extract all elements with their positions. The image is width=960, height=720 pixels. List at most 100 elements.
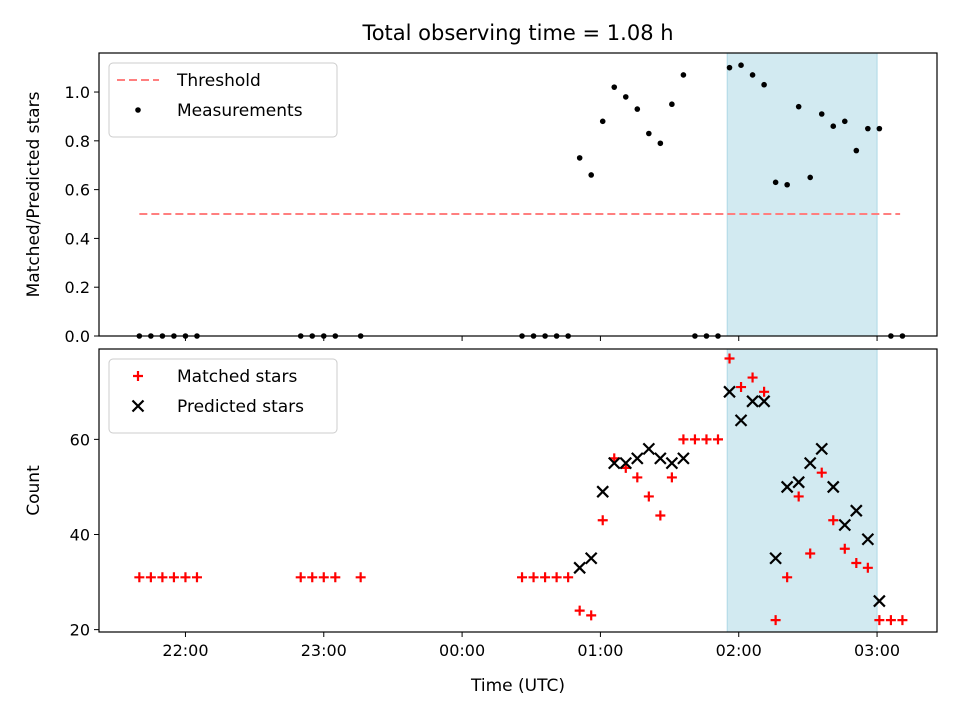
y-tick-label: 60 <box>70 430 90 449</box>
data-point <box>157 572 168 583</box>
data-point <box>792 475 805 489</box>
data-point <box>793 491 804 502</box>
data-point <box>677 452 690 465</box>
data-point <box>897 615 908 626</box>
data-point <box>573 561 586 575</box>
data-point <box>865 125 871 132</box>
data-point <box>632 472 643 483</box>
data-point <box>643 491 654 502</box>
y-axis-label: Count <box>24 465 44 516</box>
data-point <box>597 515 608 526</box>
data-point <box>746 395 759 408</box>
data-point <box>874 615 885 626</box>
data-point <box>596 485 609 498</box>
y-tick-label: 0.2 <box>65 278 90 297</box>
data-point <box>826 480 840 494</box>
data-point <box>815 442 829 456</box>
data-point <box>780 480 794 494</box>
data-point <box>749 72 756 78</box>
data-point <box>318 572 329 583</box>
x-tick-label: 02:00 <box>716 641 762 660</box>
data-point <box>517 572 528 583</box>
x-axis-label: Time (UTC) <box>470 676 565 696</box>
data-point <box>540 572 551 583</box>
legend-box <box>108 358 338 434</box>
top-panel: 0.0 0.2 0.4 0.6 0.8 1.0 Matched/Predicted star… <box>24 52 938 346</box>
data-point <box>862 562 873 573</box>
data-point <box>816 467 827 478</box>
data-point <box>772 179 779 186</box>
data-point <box>574 605 585 616</box>
x-tick-label: 01:00 <box>577 641 623 660</box>
data-point <box>576 155 583 161</box>
data-point <box>784 181 790 188</box>
y-tick-label: 0.4 <box>65 229 90 248</box>
data-point <box>678 434 689 445</box>
axes-frame <box>98 348 938 633</box>
bottom-panel: 20 40 60 22:00 23:00 00:00 01:00 02:00 03:00 Coun… <box>24 348 938 660</box>
data-point <box>830 123 837 129</box>
data-point <box>619 456 633 470</box>
data-point <box>528 572 539 583</box>
data-point <box>689 434 700 445</box>
data-point <box>307 572 318 583</box>
highlight-span <box>727 349 878 632</box>
data-point <box>657 140 664 147</box>
data-point <box>631 452 644 465</box>
data-point <box>803 456 817 470</box>
data-point <box>669 101 675 108</box>
data-point <box>851 558 862 569</box>
data-point <box>736 382 747 393</box>
legend-label: Matched stars <box>177 367 297 387</box>
data-point <box>724 353 735 364</box>
data-point <box>782 572 793 583</box>
data-point <box>838 518 852 532</box>
legend-swatch <box>133 371 143 381</box>
data-point <box>759 386 770 397</box>
data-point <box>180 572 191 583</box>
data-point <box>295 572 306 583</box>
legend-label: Predicted stars <box>177 397 304 417</box>
data-point <box>747 372 758 383</box>
legend-swatch <box>135 107 141 113</box>
y-tick-label: 0.8 <box>65 132 90 151</box>
data-point <box>876 125 883 132</box>
data-point <box>680 72 687 78</box>
data-point <box>853 147 860 154</box>
data-point <box>551 572 562 583</box>
data-point <box>607 456 621 470</box>
data-point <box>769 551 782 565</box>
legend: Matched stars Predicted stars <box>108 358 338 434</box>
y-tick-label: 1.0 <box>65 83 90 102</box>
data-point <box>770 615 781 626</box>
data-point <box>839 543 850 554</box>
data-point <box>734 414 748 427</box>
data-point <box>665 456 679 470</box>
data-point <box>654 452 667 465</box>
legend-label: Measurements <box>177 101 303 121</box>
data-point <box>642 442 656 456</box>
data-point <box>134 572 145 583</box>
data-point <box>828 515 839 526</box>
x-tick-label: 03:00 <box>854 641 900 660</box>
y-axis-label: Matched/Predicted stars <box>24 91 44 297</box>
data-point <box>850 504 863 517</box>
data-point <box>712 434 723 445</box>
x-tick-label: 23:00 <box>301 641 347 660</box>
y-tick-label: 0.0 <box>65 327 90 346</box>
legend-swatch <box>131 399 145 413</box>
data-point <box>584 551 598 565</box>
data-point <box>330 572 341 583</box>
chart-title: Total observing time = 1.08 h <box>361 21 673 45</box>
data-point <box>841 118 848 125</box>
legend-label: Threshold <box>176 71 261 91</box>
legend-box <box>108 62 338 138</box>
data-point <box>563 572 574 583</box>
data-point <box>818 111 825 117</box>
data-point <box>738 62 744 68</box>
data-point <box>807 174 814 181</box>
y-tick-label: 40 <box>70 525 90 544</box>
legend: Threshold Measurements <box>108 62 338 138</box>
x-tick-label: 00:00 <box>439 641 485 660</box>
